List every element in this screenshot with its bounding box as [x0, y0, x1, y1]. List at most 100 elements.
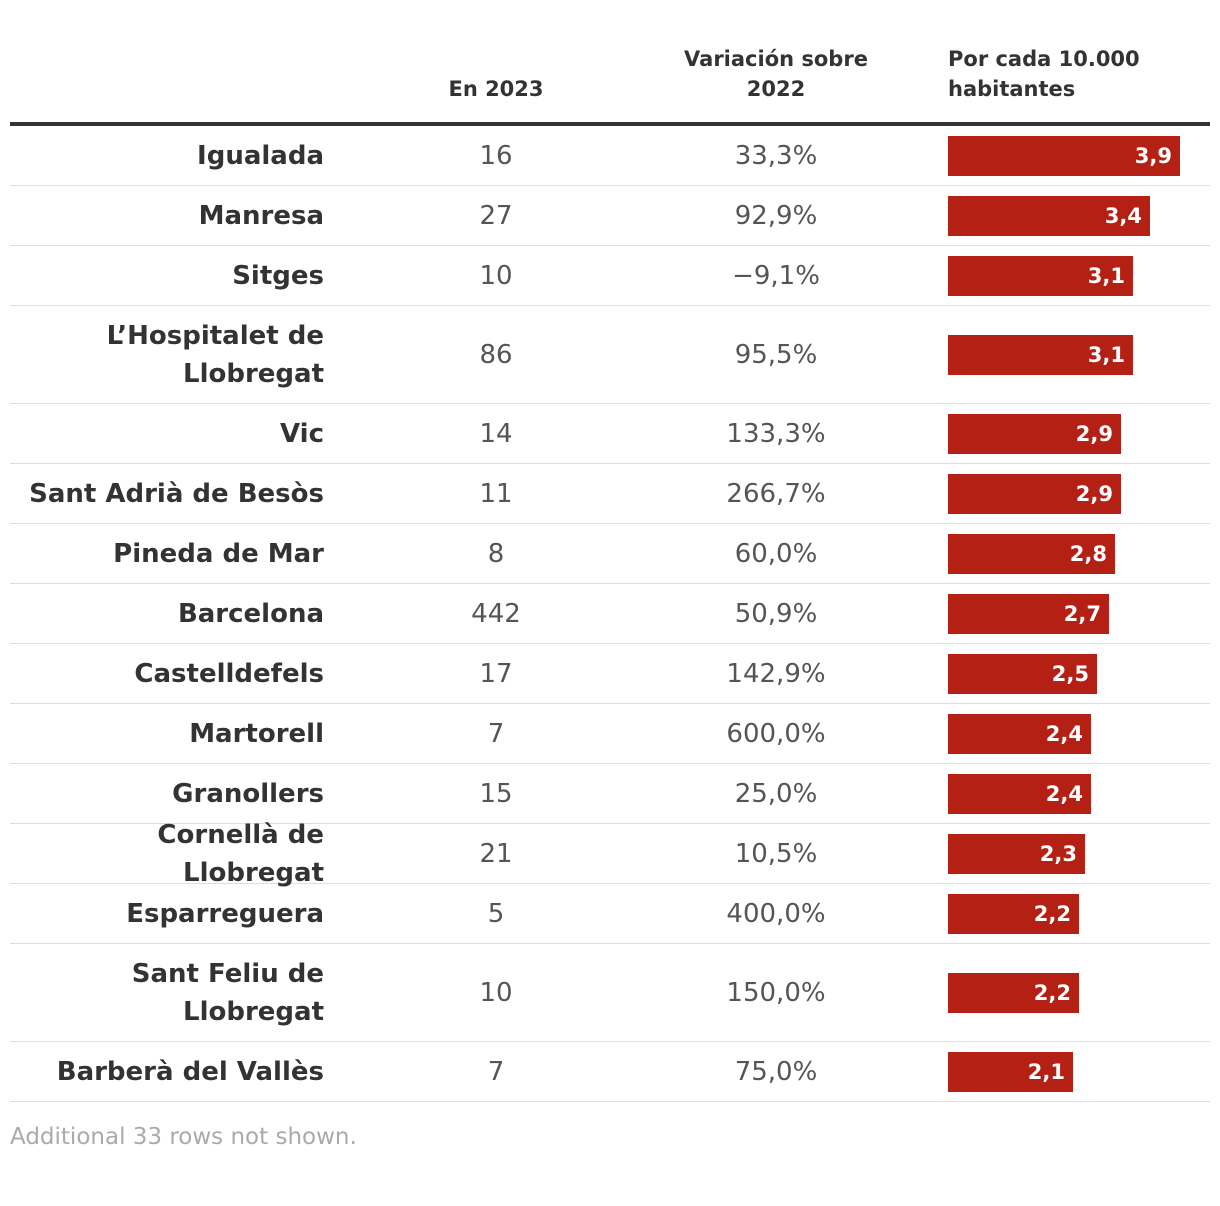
variation-2022: 600,0%: [726, 718, 826, 749]
rate-bar-label: 3,1: [1087, 263, 1125, 288]
header-por-cada-10000: Por cada 10.000 habitantes: [948, 47, 1140, 101]
count-2023: 27: [479, 200, 513, 231]
table-row: Sant Adrià de Besòs 11 266,7% 2,9: [10, 464, 1210, 524]
rate-bar-cell: 3,4: [948, 195, 1210, 236]
municipality-name: Martorell: [189, 718, 324, 749]
variation-2022: 150,0%: [726, 977, 826, 1008]
rate-bar-label: 2,2: [1033, 980, 1071, 1005]
rate-bar: 2,1: [948, 1051, 1073, 1092]
count-2023: 11: [479, 478, 513, 509]
count-2023: 7: [487, 1056, 505, 1087]
variation-2022: 266,7%: [726, 478, 826, 509]
rate-bar-label: 2,9: [1075, 421, 1113, 446]
municipality-name: Vic: [280, 418, 324, 449]
variation-2022: 50,9%: [734, 598, 818, 629]
header-variacion: Variación sobre 2022: [684, 47, 868, 101]
municipality-name: Castelldefels: [134, 658, 324, 689]
municipality-name: Cornellà de Llobregat: [157, 819, 324, 888]
table-row: Sitges 10 −9,1% 3,1: [10, 246, 1210, 306]
footnote: Additional 33 rows not shown.: [10, 1124, 357, 1150]
count-2023: 14: [479, 418, 513, 449]
count-2023: 21: [479, 838, 513, 869]
municipality-name: Sitges: [232, 260, 324, 291]
table-body: Igualada 16 33,3% 3,9 Manresa 27 92,9% 3,4 Sitge…: [10, 126, 1210, 1102]
rate-bar: 2,2: [948, 972, 1079, 1013]
municipality-name: Barcelona: [177, 598, 324, 629]
variation-2022: 10,5%: [734, 838, 818, 869]
count-2023: 17: [479, 658, 513, 689]
rate-bar-label: 2,8: [1069, 541, 1107, 566]
municipality-name: Granollers: [172, 778, 324, 809]
variation-2022: 75,0%: [734, 1056, 818, 1087]
variation-2022: 142,9%: [726, 658, 826, 689]
rate-bar-label: 2,7: [1063, 601, 1101, 626]
table-row: Barcelona 442 50,9% 2,7: [10, 584, 1210, 644]
count-2023: 10: [479, 260, 513, 291]
rate-bar-cell: 3,9: [948, 135, 1210, 176]
count-2023: 16: [479, 140, 513, 171]
rate-bar: 2,2: [948, 893, 1079, 934]
rate-bar-label: 2,4: [1045, 781, 1083, 806]
count-2023: 7: [487, 718, 505, 749]
rate-bar-label: 2,1: [1027, 1059, 1065, 1084]
rate-bar-label: 2,5: [1051, 661, 1089, 686]
municipality-name: L’Hospitalet de Llobregat: [106, 320, 324, 389]
rate-bar-label: 3,4: [1104, 203, 1142, 228]
rate-bar: 3,4: [948, 195, 1150, 236]
table-row: Sant Feliu de Llobregat 10 150,0% 2,2: [10, 944, 1210, 1042]
rate-bar-cell: 2,2: [948, 893, 1210, 934]
municipality-name: Esparreguera: [126, 898, 324, 929]
rate-bar-label: 3,1: [1087, 342, 1125, 367]
count-2023: 5: [487, 898, 505, 929]
table-row: Vic 14 133,3% 2,9: [10, 404, 1210, 464]
variation-2022: 133,3%: [726, 418, 826, 449]
count-2023: 15: [479, 778, 513, 809]
municipality-name: Pineda de Mar: [113, 538, 324, 569]
rate-bar-cell: 2,1: [948, 1051, 1210, 1092]
municipality-name: Manresa: [198, 200, 324, 231]
variation-2022: 33,3%: [734, 140, 818, 171]
municipality-name: Sant Adrià de Besòs: [29, 478, 324, 509]
header-en-2023: En 2023: [448, 77, 544, 101]
rate-bar: 2,4: [948, 773, 1091, 814]
rate-bar-cell: 3,1: [948, 334, 1210, 375]
table-row: Barberà del Vallès 7 75,0% 2,1: [10, 1042, 1210, 1102]
municipality-name: Sant Feliu de Llobregat: [131, 958, 324, 1027]
rate-bar-cell: 2,2: [948, 972, 1210, 1013]
rate-bar-cell: 2,3: [948, 833, 1210, 874]
table-row: Martorell 7 600,0% 2,4: [10, 704, 1210, 764]
table-row: Esparreguera 5 400,0% 2,2: [10, 884, 1210, 944]
rate-bar: 2,9: [948, 413, 1121, 454]
table-row: Manresa 27 92,9% 3,4: [10, 186, 1210, 246]
rate-bar: 3,1: [948, 334, 1133, 375]
rate-bar-label: 3,9: [1134, 143, 1172, 168]
variation-2022: 60,0%: [734, 538, 818, 569]
municipality-name: Barberà del Vallès: [56, 1056, 324, 1087]
rate-bar-cell: 2,8: [948, 533, 1210, 574]
variation-2022: 25,0%: [734, 778, 818, 809]
rate-bar: 2,4: [948, 713, 1091, 754]
count-2023: 8: [487, 538, 505, 569]
rate-bar-cell: 3,1: [948, 255, 1210, 296]
rate-bar-label: 2,4: [1045, 721, 1083, 746]
rate-bar: 2,7: [948, 593, 1109, 634]
variation-2022: 92,9%: [734, 200, 818, 231]
rate-bar-cell: 2,4: [948, 773, 1210, 814]
table-row: Cornellà de Llobregat 21 10,5% 2,3: [10, 820, 1210, 888]
rate-bar-cell: 2,9: [948, 413, 1210, 454]
table-row: Granollers 15 25,0% 2,4: [10, 764, 1210, 824]
rate-bar-cell: 2,4: [948, 713, 1210, 754]
rate-bar-label: 2,2: [1033, 901, 1071, 926]
variation-2022: 400,0%: [726, 898, 826, 929]
table-row: Pineda de Mar 8 60,0% 2,8: [10, 524, 1210, 584]
municipality-name: Igualada: [197, 140, 324, 171]
rate-bar: 2,3: [948, 833, 1085, 874]
table-header: En 2023 Variación sobre 2022 Por cada 10…: [10, 0, 1210, 126]
rate-bar: 2,5: [948, 653, 1097, 694]
data-table: En 2023 Variación sobre 2022 Por cada 10…: [10, 0, 1210, 1102]
count-2023: 442: [471, 598, 521, 629]
table-row: Castelldefels 17 142,9% 2,5: [10, 644, 1210, 704]
variation-2022: −9,1%: [732, 260, 820, 291]
rate-bar: 3,9: [948, 135, 1180, 176]
rate-bar-cell: 2,9: [948, 473, 1210, 514]
